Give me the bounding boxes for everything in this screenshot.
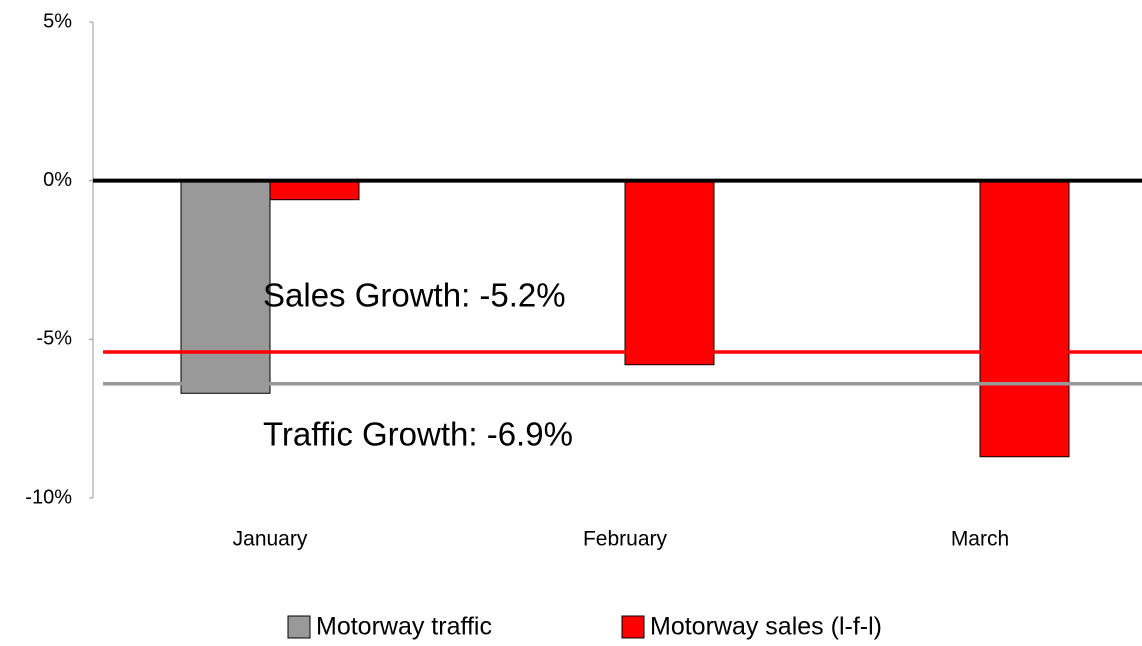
bar xyxy=(269,180,360,201)
legend-swatch xyxy=(621,615,645,639)
legend-label: Motorway sales (l-f-l) xyxy=(650,613,882,641)
y-tick-label: -10% xyxy=(25,486,72,508)
y-tick-label: -5% xyxy=(36,328,72,350)
x-tick-label: February xyxy=(583,528,668,551)
legend-swatch xyxy=(287,615,311,639)
bar xyxy=(180,180,271,394)
x-tick-label: March xyxy=(951,528,1009,551)
bar xyxy=(624,180,715,366)
y-tick-label: 5% xyxy=(43,10,72,32)
annotation: Traffic Growth: -6.9% xyxy=(263,416,573,453)
bar xyxy=(979,180,1070,458)
annotation: Sales Growth: -5.2% xyxy=(263,277,566,314)
legend-label: Motorway traffic xyxy=(316,613,492,641)
x-tick-label: January xyxy=(233,528,308,551)
y-tick-label: 0% xyxy=(43,169,72,191)
